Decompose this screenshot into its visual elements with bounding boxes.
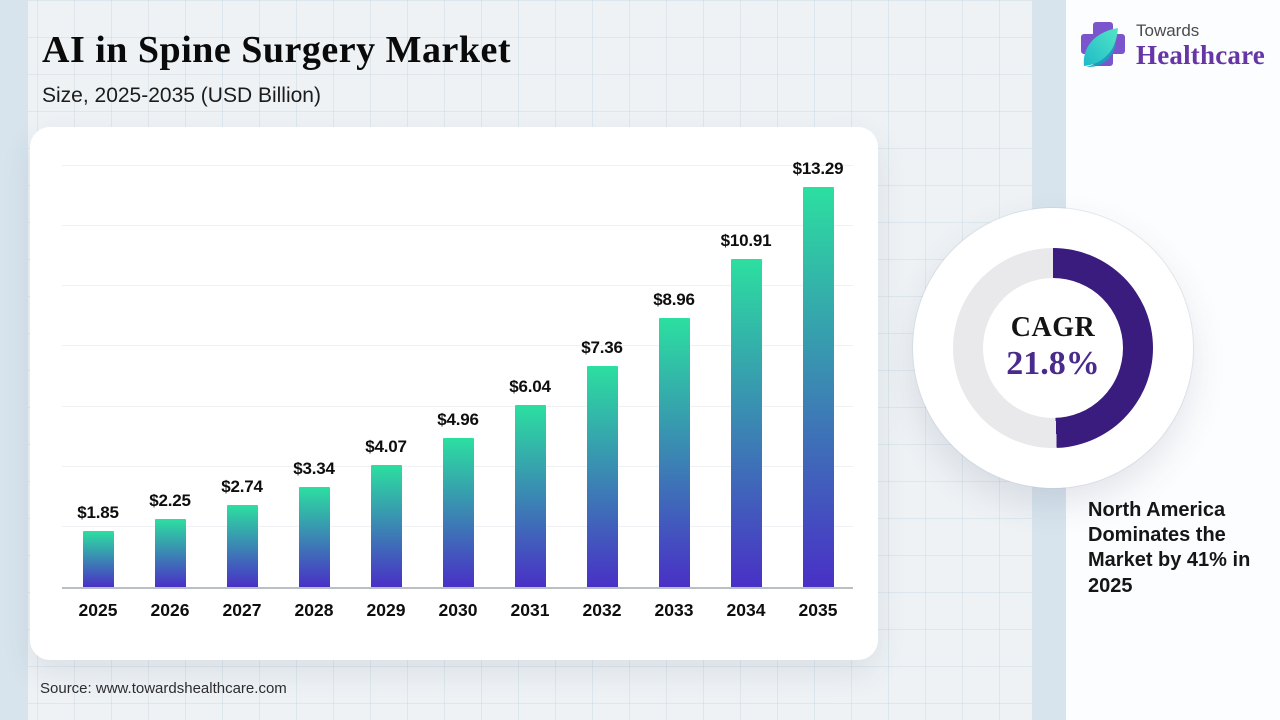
x-axis-label: 2029 bbox=[366, 600, 406, 620]
bar-value-label: $13.29 bbox=[792, 159, 844, 178]
gridline bbox=[62, 285, 853, 287]
x-axis-label: 2027 bbox=[222, 600, 262, 620]
bar-value-label: $4.96 bbox=[437, 410, 479, 429]
bar-value-label: $1.85 bbox=[77, 503, 119, 522]
brand-logo-text: Towards Healthcare bbox=[1136, 14, 1265, 69]
plot-area: $1.85 $2.25 $2.74 $3.34 $4.07 $4.96 $6.04 $7.36… bbox=[62, 157, 853, 589]
cagr-label: CAGR bbox=[1010, 312, 1096, 344]
cagr-donut-hole: CAGR 21.8% bbox=[983, 278, 1123, 418]
x-axis-label: 2032 bbox=[582, 600, 622, 620]
left-accent-bar bbox=[0, 0, 28, 720]
brand-name-top: Towards bbox=[1136, 21, 1200, 40]
gridline bbox=[62, 345, 853, 347]
x-axis-label: 2033 bbox=[654, 600, 694, 620]
bar-value-label: $2.25 bbox=[149, 491, 191, 510]
x-axis-label: 2028 bbox=[294, 600, 334, 620]
source-text: Source: www.towardshealthcare.com bbox=[40, 680, 287, 697]
x-axis: 2025 2026 2027 2028 2029 2030 2031 2032 2033 2034… bbox=[62, 600, 853, 628]
x-axis-label: 2034 bbox=[726, 600, 766, 620]
x-axis-label: 2025 bbox=[78, 600, 118, 620]
bar-chart-card: $1.85 $2.25 $2.74 $3.34 $4.07 $4.96 $6.04 $7.36… bbox=[30, 127, 878, 660]
bar-2033 bbox=[658, 318, 690, 587]
gridline bbox=[62, 165, 853, 166]
bar-2035 bbox=[802, 187, 834, 587]
bar-value-label: $4.07 bbox=[365, 437, 407, 456]
x-axis-label: 2030 bbox=[438, 600, 478, 620]
bar-value-label: $6.04 bbox=[509, 377, 551, 396]
brand-logo: Towards Healthcare bbox=[1076, 14, 1265, 79]
bar-value-label: $8.96 bbox=[653, 290, 695, 309]
cagr-value: 21.8% bbox=[1006, 344, 1100, 382]
bar-2028 bbox=[298, 487, 330, 587]
x-axis-label: 2031 bbox=[510, 600, 550, 620]
bar-2032 bbox=[586, 366, 618, 587]
bar-2031 bbox=[514, 405, 546, 587]
bar-value-label: $10.91 bbox=[720, 231, 772, 250]
cagr-donut: CAGR 21.8% bbox=[913, 208, 1193, 488]
bar-2034 bbox=[730, 259, 762, 587]
page-title: AI in Spine Surgery Market bbox=[42, 29, 511, 71]
gridline bbox=[62, 225, 853, 227]
bar-2030 bbox=[442, 438, 474, 587]
bar-value-label: $7.36 bbox=[581, 338, 623, 357]
bar-2029 bbox=[370, 465, 402, 587]
bar-2025 bbox=[82, 531, 114, 587]
gridline bbox=[62, 405, 853, 407]
x-axis-label: 2026 bbox=[150, 600, 190, 620]
north-america-callout: North America Dominates the Market by 41… bbox=[1088, 499, 1251, 597]
bar-value-label: $2.74 bbox=[221, 477, 263, 496]
bar-value-label: $3.34 bbox=[293, 459, 335, 478]
brand-name-bottom: Healthcare bbox=[1136, 40, 1265, 70]
bar-2026 bbox=[154, 519, 186, 587]
x-axis-label: 2035 bbox=[798, 600, 838, 620]
bar-2027 bbox=[226, 505, 258, 587]
healthcare-cross-leaf-icon bbox=[1076, 14, 1132, 79]
page-subtitle: Size, 2025-2035 (USD Billion) bbox=[42, 84, 321, 107]
